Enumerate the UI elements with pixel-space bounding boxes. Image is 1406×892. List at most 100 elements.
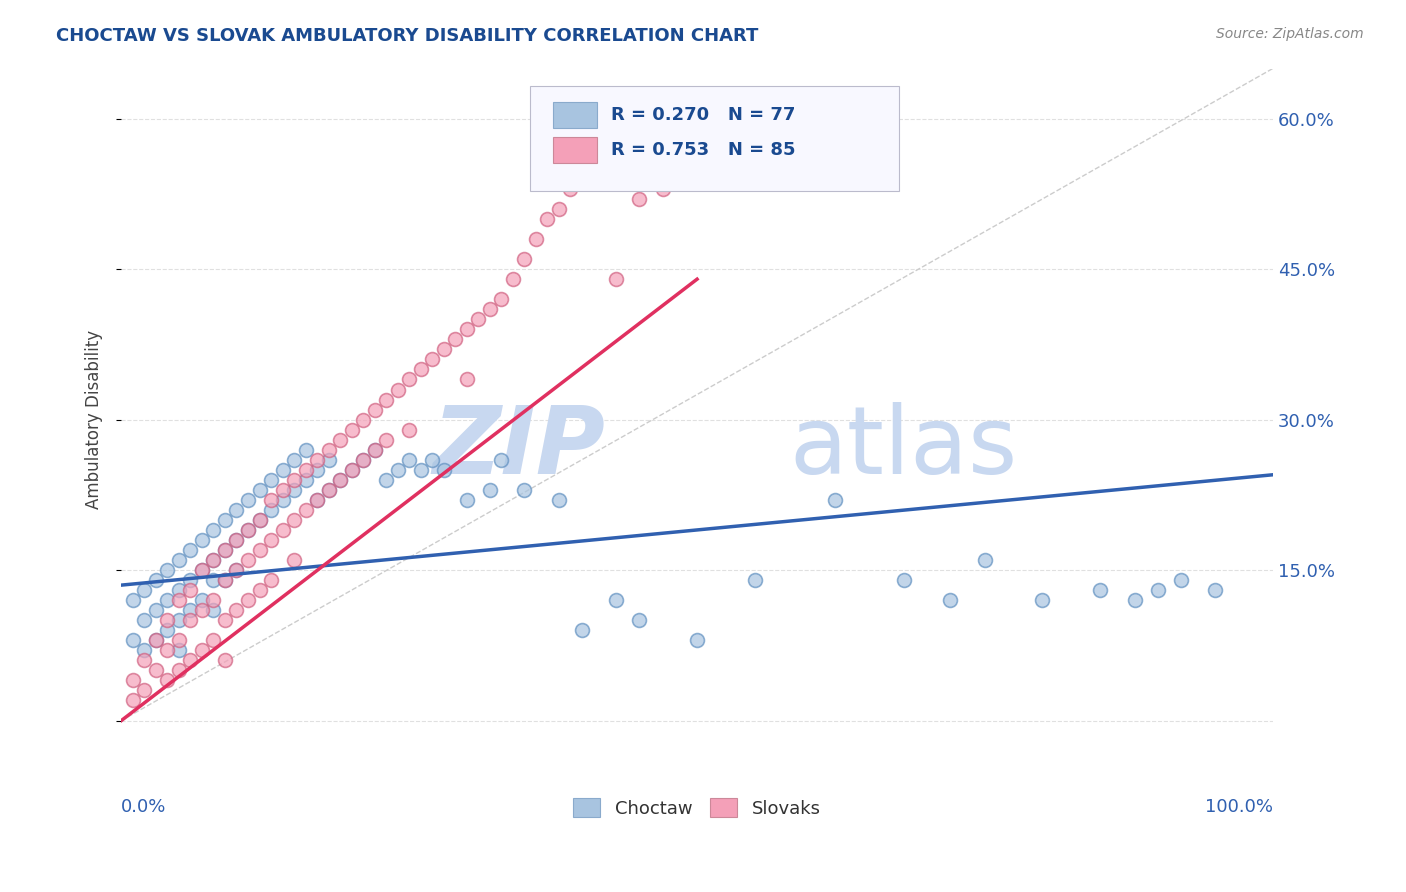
Text: R = 0.270   N = 77: R = 0.270 N = 77	[610, 106, 794, 124]
Point	[191, 563, 214, 577]
Point	[686, 152, 709, 166]
Point	[214, 573, 236, 587]
Point	[294, 463, 316, 477]
Point	[974, 553, 997, 567]
Point	[456, 322, 478, 336]
Point	[271, 492, 294, 507]
Point	[191, 593, 214, 607]
Point	[156, 624, 179, 638]
Point	[214, 573, 236, 587]
Point	[628, 192, 651, 206]
Text: CHOCTAW VS SLOVAK AMBULATORY DISABILITY CORRELATION CHART: CHOCTAW VS SLOVAK AMBULATORY DISABILITY …	[56, 27, 759, 45]
Point	[1146, 583, 1168, 598]
Point	[167, 664, 190, 678]
Point	[628, 613, 651, 627]
Point	[167, 633, 190, 648]
Point	[329, 473, 352, 487]
Point	[571, 161, 593, 176]
Point	[249, 583, 271, 598]
Legend: Choctaw, Slovaks: Choctaw, Slovaks	[567, 791, 828, 825]
Point	[340, 463, 363, 477]
Point	[375, 392, 398, 407]
Text: R = 0.753   N = 85: R = 0.753 N = 85	[610, 141, 796, 159]
Point	[283, 553, 305, 567]
Point	[593, 121, 616, 136]
Point	[145, 633, 167, 648]
Point	[179, 613, 201, 627]
Point	[167, 643, 190, 657]
Point	[387, 383, 409, 397]
Point	[260, 492, 283, 507]
Text: 100.0%: 100.0%	[1205, 798, 1272, 816]
Point	[202, 553, 225, 567]
Point	[491, 292, 513, 306]
Point	[122, 673, 145, 688]
Point	[179, 653, 201, 667]
Point	[271, 483, 294, 497]
Point	[329, 433, 352, 447]
Point	[260, 533, 283, 547]
Point	[122, 693, 145, 707]
Point	[271, 463, 294, 477]
Point	[134, 683, 156, 698]
Point	[236, 523, 259, 537]
Point	[502, 272, 524, 286]
Point	[491, 452, 513, 467]
Point	[352, 452, 374, 467]
Point	[1031, 593, 1053, 607]
Point	[548, 202, 571, 216]
Point	[318, 483, 340, 497]
Point	[134, 643, 156, 657]
Point	[513, 483, 536, 497]
Point	[191, 643, 214, 657]
Point	[560, 182, 582, 196]
Point	[375, 433, 398, 447]
Point	[307, 463, 329, 477]
Point	[225, 563, 247, 577]
Point	[249, 543, 271, 558]
Point	[548, 492, 571, 507]
Point	[318, 483, 340, 497]
Point	[145, 573, 167, 587]
Point	[249, 513, 271, 527]
Point	[179, 573, 201, 587]
Point	[260, 503, 283, 517]
Point	[363, 442, 385, 457]
Point	[156, 643, 179, 657]
Point	[122, 633, 145, 648]
Point	[662, 172, 685, 186]
Point	[939, 593, 962, 607]
Point	[444, 332, 467, 346]
Point	[283, 513, 305, 527]
Point	[260, 573, 283, 587]
Point	[582, 142, 605, 156]
Point	[145, 633, 167, 648]
Point	[214, 653, 236, 667]
Point	[202, 593, 225, 607]
Point	[478, 483, 501, 497]
Point	[236, 523, 259, 537]
Point	[214, 543, 236, 558]
FancyBboxPatch shape	[530, 86, 898, 192]
Point	[433, 343, 456, 357]
Point	[524, 232, 547, 246]
Point	[318, 442, 340, 457]
Point	[433, 463, 456, 477]
Point	[363, 402, 385, 417]
Point	[605, 272, 627, 286]
Point	[249, 513, 271, 527]
Point	[318, 452, 340, 467]
Point	[202, 523, 225, 537]
Point	[294, 442, 316, 457]
Point	[398, 423, 420, 437]
Point	[202, 603, 225, 617]
Point	[409, 463, 432, 477]
Point	[249, 483, 271, 497]
Point	[1123, 593, 1146, 607]
Point	[893, 573, 915, 587]
Point	[571, 624, 593, 638]
Point	[179, 543, 201, 558]
Point	[456, 492, 478, 507]
Point	[271, 523, 294, 537]
Point	[340, 463, 363, 477]
